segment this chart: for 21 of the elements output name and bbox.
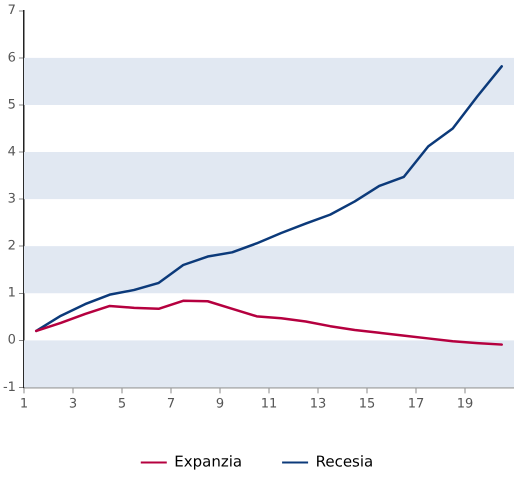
y-tick-label: 2: [8, 238, 16, 254]
y-tick-label: -1: [2, 380, 16, 395]
y-tick-label: 1: [8, 286, 16, 301]
x-tick-label: 11: [260, 396, 278, 412]
y-tick-label: 4: [8, 144, 16, 160]
x-tick-label: 1: [20, 396, 28, 412]
legend-label: Expanzia: [174, 452, 242, 470]
legend-label: Recesia: [316, 452, 374, 470]
x-tick-label: 7: [166, 396, 176, 412]
y-tick-label: 6: [8, 50, 16, 66]
y-tick-label: 7: [8, 3, 16, 18]
x-tick-label: 3: [68, 396, 78, 412]
x-tick-label: 5: [118, 396, 126, 412]
x-tick-label: 13: [310, 396, 326, 412]
x-tick-label: 9: [216, 396, 224, 412]
x-tick-label: 15: [358, 396, 376, 412]
y-tick-label: 5: [8, 97, 16, 112]
y-tick-label: 0: [8, 332, 16, 348]
y-tick-label: 3: [8, 191, 16, 206]
x-tick-label: 19: [456, 396, 474, 412]
x-tick-label: 17: [408, 396, 424, 412]
